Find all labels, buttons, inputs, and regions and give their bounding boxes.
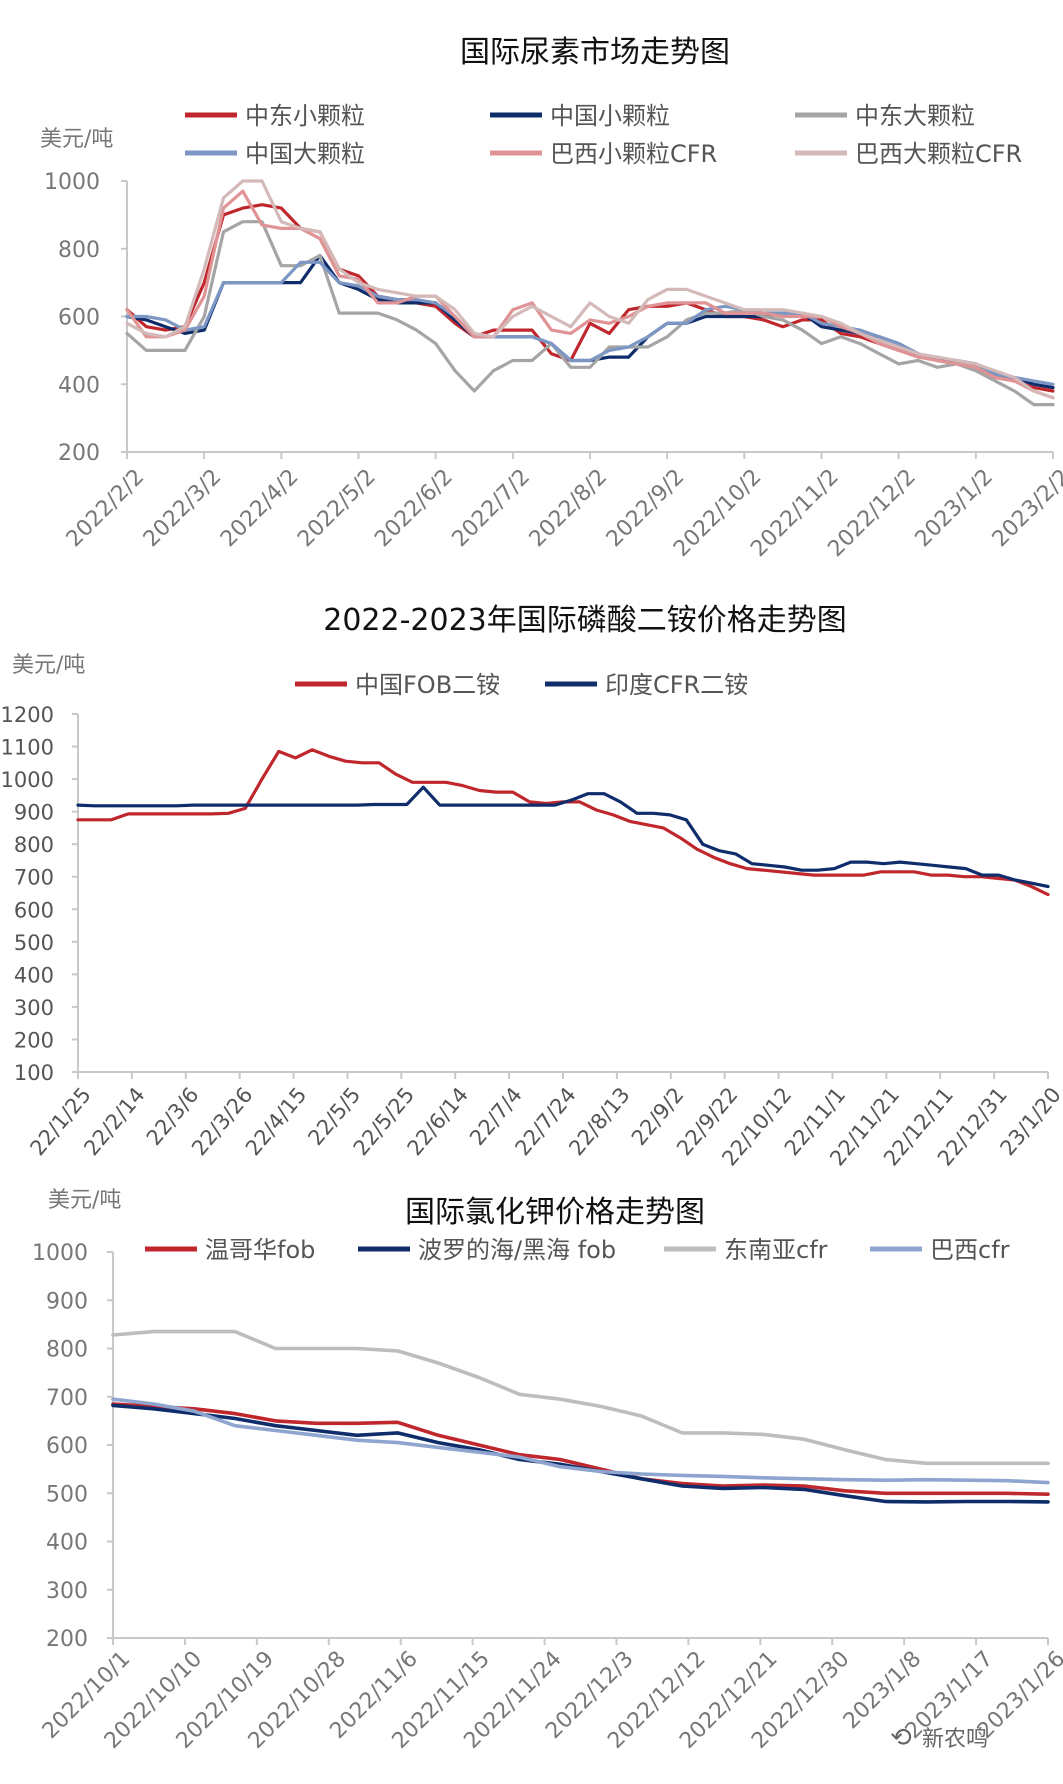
legend-label: 波罗的海/黑海 fob <box>418 1236 616 1264</box>
y-tick-label: 600 <box>46 1434 88 1459</box>
chart-title: 国际氯化钾价格走势图 <box>405 1195 705 1230</box>
y-tick-label: 500 <box>46 1482 88 1507</box>
y-tick-label: 600 <box>58 306 100 331</box>
y-tick-label: 1100 <box>1 736 54 760</box>
x-tick-label: 2022/7/2 <box>448 465 536 553</box>
legend-label: 巴西大颗粒CFR <box>855 140 1022 168</box>
series-line <box>125 179 1055 400</box>
x-tick-label: 2023/1/2 <box>911 465 999 553</box>
x-tick-label: 2022/6/2 <box>370 465 458 553</box>
y-tick-label: 200 <box>58 441 100 466</box>
y-tick-label: 900 <box>14 801 54 825</box>
series-line <box>111 1402 1050 1496</box>
series-line <box>76 785 1050 889</box>
legend-label: 中东小颗粒 <box>245 102 365 130</box>
y-tick-label: 300 <box>46 1579 88 1604</box>
y-tick-label: 1200 <box>1 703 54 727</box>
chart-1: 国际尿素市场走势图美元/吨20040060080010002022/2/2202… <box>40 35 1063 562</box>
y-tick-label: 200 <box>46 1627 88 1652</box>
y-tick-label: 700 <box>46 1386 88 1411</box>
legend-label: 中国小颗粒 <box>550 102 670 130</box>
x-tick-label: 2022/4/2 <box>216 465 304 553</box>
x-tick-label: 2023/2/2 <box>988 465 1063 553</box>
y-tick-label: 800 <box>58 238 100 263</box>
y-tick-label: 600 <box>14 898 54 922</box>
series-line <box>125 260 1055 386</box>
legend-label: 中国FOB二铵 <box>355 671 500 699</box>
series-line <box>125 189 1055 400</box>
legend-label: 印度CFR二铵 <box>605 671 748 699</box>
series-line <box>111 1397 1050 1485</box>
y-tick-label: 400 <box>58 373 100 398</box>
y-unit-label: 美元/吨 <box>40 127 113 152</box>
y-tick-label: 800 <box>46 1338 88 1363</box>
x-tick-label: 2022/8/2 <box>525 465 613 553</box>
chart-3: 国际氯化钾价格走势图 美元/吨 200 300 400 500 600 700 800 900 10… <box>32 1188 1063 1754</box>
legend-label: 中东大颗粒 <box>855 102 975 130</box>
x-tick-label: 2022/2/2 <box>62 465 150 553</box>
y-tick-label: 700 <box>14 866 54 890</box>
series-line <box>111 1329 1050 1466</box>
y-tick-label: 1000 <box>44 170 100 195</box>
legend-label: 中国大颗粒 <box>245 140 365 168</box>
x-tick-label: 2022/3/2 <box>139 465 227 553</box>
watermark-text: 新农鸣 <box>922 1727 988 1752</box>
y-unit-label: 美元/吨 <box>12 653 85 678</box>
y-tick-label: 900 <box>46 1289 88 1314</box>
y-tick-label: 800 <box>14 833 54 857</box>
y-tick-label: 1000 <box>32 1241 88 1266</box>
y-tick-label: 1000 <box>1 768 54 792</box>
y-tick-label: 200 <box>14 1028 54 1052</box>
x-tick-label: 2022/5/2 <box>293 465 381 553</box>
legend-label: 巴西小颗粒CFR <box>550 140 717 168</box>
chart-title: 2022-2023年国际磷酸二铵价格走势图 <box>323 603 847 638</box>
y-tick-label: 500 <box>14 931 54 955</box>
legend-label: 温哥华fob <box>205 1236 315 1264</box>
y-tick-label: 400 <box>46 1531 88 1556</box>
y-unit-label: 美元/吨 <box>48 1188 121 1213</box>
chart-title: 国际尿素市场走势图 <box>460 35 730 70</box>
legend-label: 巴西cfr <box>930 1236 1010 1264</box>
y-tick-label: 400 <box>14 963 54 987</box>
watermark-icon: ⟲ <box>890 1723 912 1753</box>
legend-label: 东南亚cfr <box>724 1236 828 1264</box>
series-line <box>125 220 1055 407</box>
series-line <box>111 1403 1050 1504</box>
y-tick-label: 100 <box>14 1061 54 1085</box>
series-line <box>76 748 1050 897</box>
y-tick-label: 300 <box>14 996 54 1020</box>
